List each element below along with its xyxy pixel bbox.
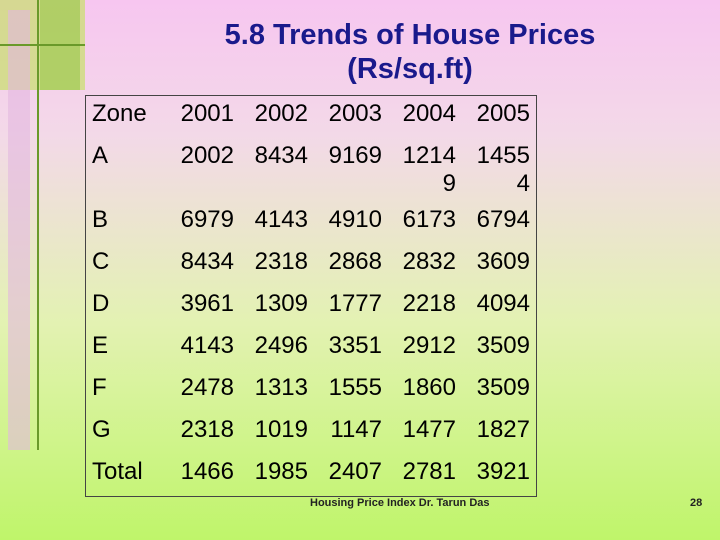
zone-cell: A (92, 142, 109, 169)
value-cell: 6173 (402, 206, 456, 233)
price-table: Zone 2001 2002 2003 2004 2005 A 2002 8434 9169 121… (85, 95, 537, 497)
value-cell: 2002 (254, 100, 308, 127)
value-cell: 14554 (476, 142, 530, 197)
data-row: C 8434 2318 2868 2832 3609 (86, 244, 537, 286)
value-cell: 6794 (476, 206, 530, 233)
value-cell: 1019 (254, 416, 308, 443)
decoration (0, 0, 85, 450)
subtitle: (Rs/sq.ft) (347, 53, 473, 85)
value-cell: 8434 (254, 142, 308, 169)
data-row: A 2002 8434 9169 12149 14554 (86, 138, 537, 202)
value-cell: 2478 (180, 374, 234, 401)
value-cell: 2003 (328, 100, 382, 127)
zone-cell: Zone (92, 100, 147, 127)
value-cell: 1555 (328, 374, 382, 401)
value-cell: 4094 (476, 290, 530, 317)
value-cell: 2407 (328, 458, 382, 485)
value-cell: 3351 (328, 332, 382, 359)
value-cell: 3509 (476, 374, 530, 401)
value-cell: 2781 (402, 458, 456, 485)
zone-cell: E (92, 332, 109, 359)
value-cell: 2912 (402, 332, 456, 359)
value-cell: 1466 (180, 458, 234, 485)
value-cell: 1827 (476, 416, 530, 443)
value-cell: 1147 (330, 416, 382, 443)
value-cell: 2001 (180, 100, 234, 127)
value-cell: 2004 (402, 100, 456, 127)
zone-cell: B (92, 206, 109, 233)
value-cell: 8434 (180, 248, 234, 275)
title: 5.8 Trends of House Prices (224, 19, 596, 51)
data-row: G 2318 1019 1147 1477 1827 (86, 412, 537, 454)
zone-cell: G (92, 416, 111, 443)
value-cell: 1860 (402, 374, 456, 401)
value-cell: 2318 (254, 248, 308, 275)
zone-cell: F (92, 374, 107, 401)
value-cell: 3609 (476, 248, 530, 275)
value-cell: 3961 (180, 290, 234, 317)
value-cell: 1309 (254, 290, 308, 317)
value-cell: 2218 (402, 290, 456, 317)
header-row: Zone 2001 2002 2003 2004 2005 (86, 96, 537, 139)
title-block: 5.8 Trends of House Prices (Rs/sq.ft) (150, 18, 670, 86)
deco-strip (8, 10, 30, 450)
data-row: F 2478 1313 1555 1860 3509 (86, 370, 537, 412)
value-cell: 3921 (476, 458, 530, 485)
value-cell: 2832 (402, 248, 456, 275)
value-cell: 3509 (476, 332, 530, 359)
page-number: 28 (690, 497, 703, 509)
value-cell: 1477 (402, 416, 456, 443)
data-row: Total 1466 1985 2407 2781 3921 (86, 454, 537, 497)
value-cell: 2002 (180, 142, 234, 169)
value-cell: 4910 (328, 206, 382, 233)
value-cell: 2005 (476, 100, 530, 127)
data-row: B 6979 4143 4910 6173 6794 (86, 202, 537, 244)
value-cell: 2496 (254, 332, 308, 359)
zone-cell: Total (92, 458, 143, 485)
value-cell: 1985 (254, 458, 308, 485)
data-row: D 3961 1309 1777 2218 4094 (86, 286, 537, 328)
value-cell: 1313 (254, 374, 308, 401)
zone-cell: D (92, 290, 110, 317)
zone-cell: C (92, 248, 110, 275)
value-cell: 12149 (402, 142, 456, 197)
value-cell: 4143 (180, 332, 234, 359)
data-row: E 4143 2496 3351 2912 3509 (86, 328, 537, 370)
value-cell: 9169 (328, 142, 382, 169)
value-cell: 1777 (328, 290, 382, 317)
value-cell: 6979 (180, 206, 234, 233)
value-cell: 2318 (180, 416, 234, 443)
value-cell: 4143 (254, 206, 308, 233)
footer: Housing Price Index Dr. Tarun Das (310, 497, 490, 509)
value-cell: 2868 (328, 248, 382, 275)
